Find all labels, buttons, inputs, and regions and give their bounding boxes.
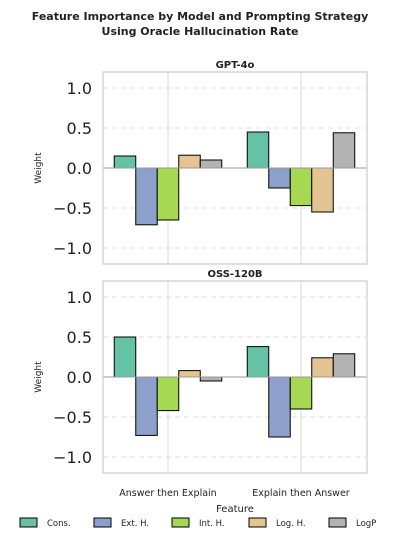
- legend-swatch: [19, 517, 38, 528]
- bar: [246, 131, 270, 169]
- x-tick-label: Answer then Explain: [119, 488, 216, 499]
- bar: [178, 370, 201, 378]
- bar: [268, 167, 291, 189]
- x-tick-label: Explain then Answer: [252, 488, 350, 499]
- legend-swatch: [248, 517, 267, 528]
- y-tick-label: −0.5: [53, 408, 92, 427]
- panel-1: GPT-4o 1.0 0.5 0.0 −0.5 −1.0 Weight: [34, 60, 368, 265]
- y-axis-label: Weight: [34, 361, 44, 393]
- y-tick-label: −1.0: [53, 448, 92, 467]
- y-tick-label: 0.0: [67, 368, 92, 387]
- legend-item: Ext. H.: [93, 517, 149, 529]
- legend-swatch: [328, 517, 347, 528]
- panel-2: OSS-120B 1.0 0.5 0.0 −0.5 −1.0 Weight: [34, 269, 368, 474]
- legend-label: Cons.: [47, 519, 71, 529]
- y-tick-label: 0.5: [67, 119, 92, 138]
- legend-label: Log. H.: [276, 519, 306, 529]
- x-axis-label: Feature: [216, 504, 254, 515]
- bar: [199, 376, 223, 382]
- legend-item: LogP: [328, 517, 376, 529]
- bar: [332, 353, 356, 378]
- legend-label: Int. H.: [199, 519, 225, 529]
- panel-title: GPT-4o: [216, 60, 255, 71]
- legend-label: LogP: [356, 519, 376, 529]
- bar: [135, 167, 158, 226]
- y-tick-label: −0.5: [53, 199, 92, 218]
- bar: [246, 346, 270, 378]
- bar: [113, 155, 137, 169]
- panel-title: OSS-120B: [207, 269, 262, 280]
- y-tick-label: 1.0: [67, 288, 92, 307]
- y-tick-label: −1.0: [53, 239, 92, 258]
- legend-swatch: [93, 517, 112, 528]
- bar: [156, 376, 180, 412]
- bar: [113, 336, 137, 378]
- bar: [135, 376, 158, 436]
- bar: [311, 167, 334, 213]
- chart-title-line2: Using Oracle Hallucination Rate: [102, 25, 299, 38]
- legend-label: Ext. H.: [121, 519, 149, 529]
- y-tick-label: 1.0: [67, 79, 92, 98]
- legend-item: Cons.: [19, 517, 71, 529]
- y-tick-label: 0.0: [67, 159, 92, 178]
- bar: [156, 167, 180, 221]
- y-tick-label: 0.5: [67, 328, 92, 347]
- bar: [311, 357, 334, 378]
- bar: [289, 376, 313, 410]
- panels: GPT-4o 1.0 0.5 0.0 −0.5 −1.0 Weight OSS-120B 1.0…: [34, 60, 368, 499]
- bar: [199, 159, 223, 169]
- bar: [178, 154, 201, 169]
- panel-frame: [102, 71, 368, 265]
- bar: [332, 132, 356, 169]
- chart-title-line1: Feature Importance by Model and Promptin…: [32, 10, 369, 23]
- bar: [268, 376, 291, 438]
- y-axis-label: Weight: [34, 152, 44, 184]
- legend-item: Int. H.: [171, 517, 225, 529]
- legend-swatch: [171, 517, 190, 528]
- bar: [289, 167, 313, 207]
- legend: Cons. Ext. H. Int. H. Log. H. LogP: [19, 517, 376, 529]
- legend-item: Log. H.: [248, 517, 306, 529]
- panel-frame: [102, 280, 368, 474]
